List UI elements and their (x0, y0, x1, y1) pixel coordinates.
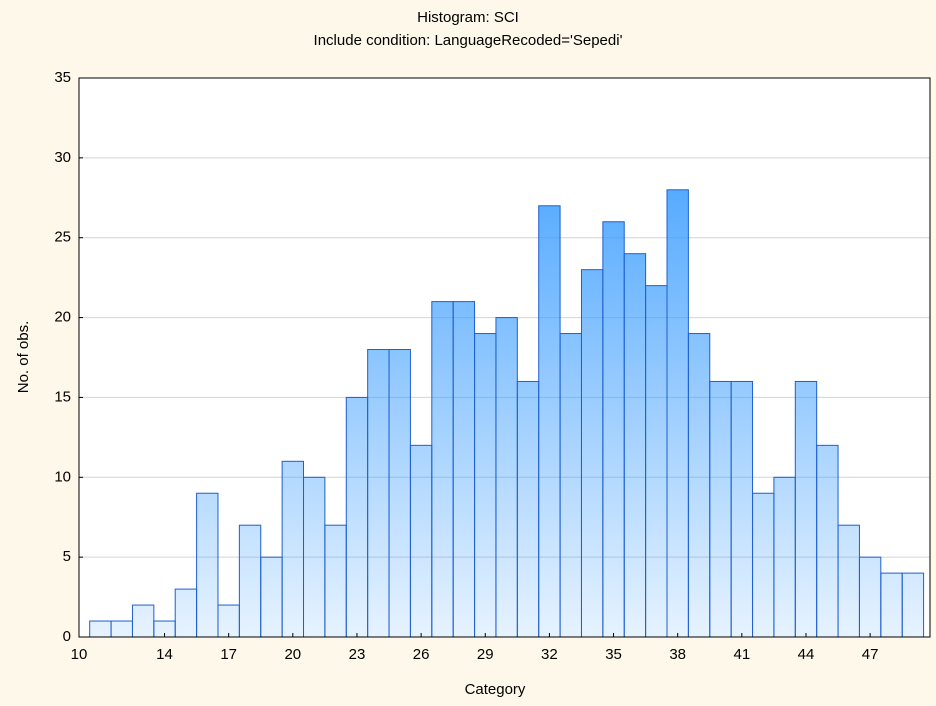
y-tick-label: 20 (54, 309, 71, 326)
x-tick-label: 26 (413, 646, 430, 663)
bar (538, 205, 561, 638)
x-tick-label: 35 (605, 646, 622, 663)
x-axis-label: Category (465, 681, 526, 698)
y-tick-label: 30 (54, 149, 71, 166)
bar (858, 556, 882, 638)
bar (752, 492, 775, 638)
x-tick-label: 14 (156, 646, 173, 663)
bar (580, 269, 604, 638)
bar (217, 604, 240, 638)
bar (238, 524, 262, 638)
bar (345, 396, 369, 638)
x-tick-label: 23 (349, 646, 366, 663)
y-tick-label: 5 (63, 548, 71, 565)
bar (709, 380, 732, 638)
x-tick-label: 10 (71, 646, 88, 663)
bar (666, 189, 689, 638)
plot-frame (78, 77, 931, 638)
x-tick-label: 17 (220, 646, 237, 663)
bar (794, 380, 818, 638)
y-tick-label: 35 (54, 69, 71, 86)
bar (260, 556, 283, 638)
bar (559, 333, 582, 638)
bar (602, 221, 625, 638)
chart-title: Histogram: SCI (417, 9, 519, 26)
bar (388, 349, 411, 638)
bar (431, 301, 454, 638)
y-axis-label: No. of obs. (15, 321, 32, 394)
bar (409, 444, 433, 638)
y-tick-label: 25 (54, 229, 71, 246)
y-tick-label: 10 (54, 468, 71, 485)
bar (281, 460, 305, 638)
bar (730, 380, 754, 638)
x-tick-label: 32 (541, 646, 558, 663)
bar (645, 285, 668, 638)
bar (452, 301, 476, 638)
x-tick-label: 38 (669, 646, 686, 663)
bar (324, 524, 347, 638)
chart-subtitle: Include condition: LanguageRecoded='Sepe… (314, 32, 623, 49)
x-tick-label: 29 (477, 646, 494, 663)
bar (687, 333, 711, 638)
bar (837, 524, 860, 638)
bar (174, 588, 198, 638)
x-tick-label: 47 (862, 646, 879, 663)
bar (901, 572, 925, 638)
bar (773, 476, 796, 638)
bar (131, 604, 155, 638)
bar (196, 492, 219, 638)
bar (623, 253, 647, 638)
bar (880, 572, 903, 638)
x-tick-label: 41 (733, 646, 750, 663)
bar (367, 349, 390, 638)
bar (495, 317, 518, 638)
bar (110, 620, 133, 638)
bar (474, 333, 497, 638)
bar (303, 476, 326, 638)
bar (89, 620, 112, 638)
bar (516, 380, 540, 638)
x-tick-label: 44 (798, 646, 815, 663)
y-tick-label: 0 (63, 628, 71, 645)
y-tick-label: 15 (54, 388, 71, 405)
bar (816, 444, 839, 638)
x-tick-label: 20 (284, 646, 301, 663)
